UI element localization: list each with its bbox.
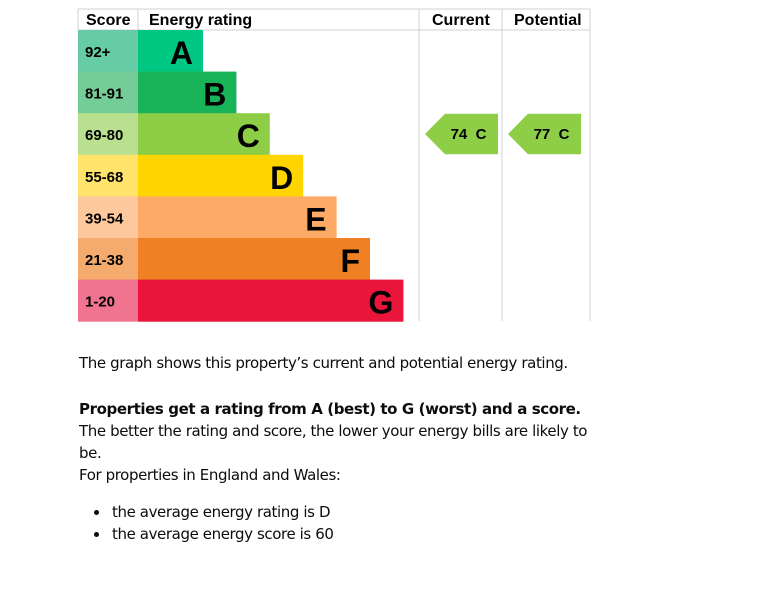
header-potential: Potential (514, 12, 582, 29)
header-score: Score (86, 12, 131, 29)
list-item: the average energy rating is D (79, 501, 334, 523)
current-rating-label: 74 C (451, 126, 487, 143)
score-label: 21-38 (85, 252, 123, 269)
band-bar-e (138, 196, 337, 239)
rating-explanation-rest: The better the rating and score, the low… (79, 422, 588, 462)
header-rating: Energy rating (149, 12, 252, 29)
band-letter: E (305, 201, 326, 237)
header-current: Current (432, 12, 490, 29)
regional-text: For properties in England and Wales: (79, 466, 341, 484)
score-cell-g (78, 279, 138, 322)
score-cell-e (78, 196, 138, 239)
score-label: 55-68 (85, 169, 123, 186)
band-bar-d (138, 154, 304, 197)
energy-rating-chart: Score Energy rating Current Potential 92… (77, 8, 591, 322)
band-bar-a (138, 30, 203, 73)
score-label: 92+ (85, 44, 111, 61)
score-cell-f (78, 238, 138, 281)
score-cell-b (78, 71, 138, 114)
score-cell-a (78, 30, 138, 73)
band-letter: B (203, 77, 226, 113)
list-item: the average energy score is 60 (79, 523, 334, 545)
band-bar-c (138, 113, 270, 156)
band-bar-b (138, 71, 237, 114)
band-bar-g (138, 279, 404, 322)
potential-rating-arrow (508, 113, 581, 155)
rating-explanation: Properties get a rating from A (best) to… (79, 398, 599, 464)
averages-list: the average energy rating is D the avera… (79, 501, 334, 545)
band-letter: C (237, 118, 260, 154)
score-cell-c (78, 113, 138, 156)
score-cell-d (78, 154, 138, 197)
score-label: 69-80 (85, 127, 123, 144)
score-label: 39-54 (85, 210, 124, 227)
score-label: 81-91 (85, 86, 123, 103)
intro-text: The graph shows this property’s current … (79, 354, 568, 372)
band-letter: D (270, 160, 293, 196)
rating-explanation-bold: Properties get a rating from A (best) to… (79, 400, 581, 418)
score-label: 1-20 (85, 294, 115, 311)
current-rating-arrow (425, 113, 498, 155)
band-bar-f (138, 238, 370, 281)
band-letter: F (340, 243, 360, 279)
band-letter: G (369, 285, 394, 321)
potential-rating-label: 77 C (534, 126, 570, 143)
band-letter: A (170, 35, 193, 71)
